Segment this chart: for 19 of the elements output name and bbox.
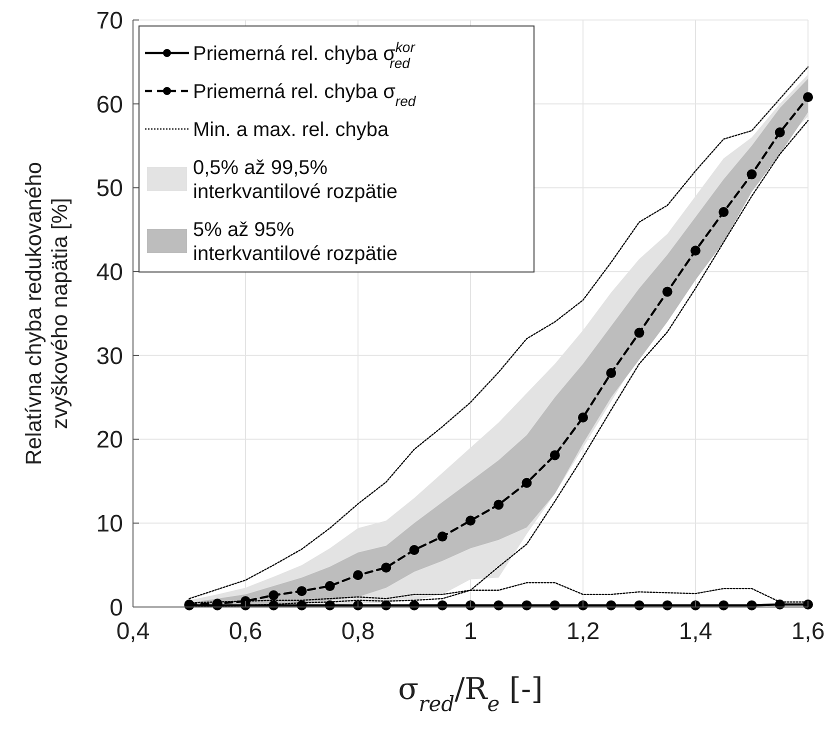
- x-tick-label: 0,6: [228, 618, 262, 645]
- legend-label: 0,5% až 99,5% interkvantilové rozpätie: [193, 157, 398, 203]
- y-tick-label: 60: [96, 91, 123, 118]
- legend-label: Priemerná rel. chyba σ$_{red}$: [193, 81, 417, 109]
- x-axis-title: σ$_{red}$/R$_{e}$ [-]: [398, 672, 543, 716]
- x-tick-label: 0,8: [341, 618, 375, 645]
- x-tick-label: 1,2: [566, 618, 600, 645]
- y-tick-label: 20: [96, 426, 123, 454]
- x-tick-label: 1,4: [678, 618, 712, 645]
- x-tick-label: 1,6: [791, 618, 825, 645]
- legend-label: Min. a max. rel. chyba: [193, 119, 390, 141]
- y-tick-label: 70: [96, 7, 123, 34]
- y-axis-title: Relatívna chyba redukovaného zvyškového napätia [%]: [21, 162, 72, 466]
- y-tick-label: 40: [96, 258, 123, 286]
- y-tick-label: 10: [96, 510, 123, 538]
- legend-label: 5% až 95% interkvantilové rozpätie: [193, 219, 398, 265]
- x-tick-label: 1: [464, 618, 478, 645]
- y-tick-label: 50: [96, 175, 123, 202]
- y-tick-label: 30: [96, 342, 123, 370]
